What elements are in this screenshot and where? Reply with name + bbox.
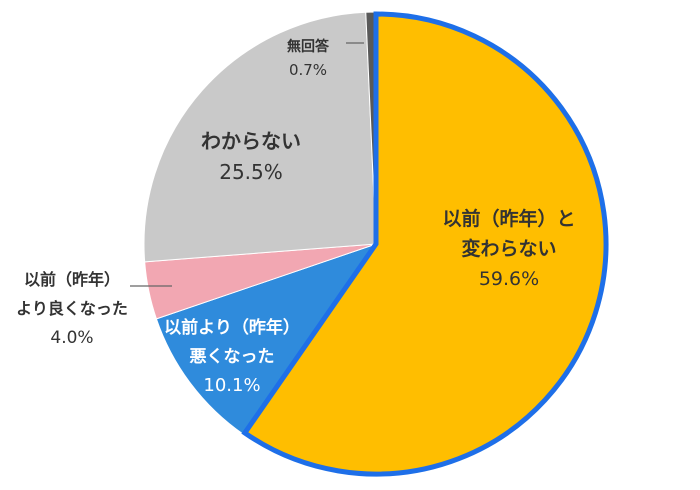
slice-value-label: 25.5% bbox=[219, 160, 283, 184]
slice-label-line: より良くなった bbox=[16, 299, 128, 318]
slice-label-line: 以前より（昨年） bbox=[164, 317, 300, 338]
slice-label-1: 以前より（昨年） 悪くなった 10.1% bbox=[164, 317, 300, 396]
slice-label-line: 変わらない bbox=[461, 237, 556, 260]
slice-label-line: 以前（昨年）と bbox=[442, 207, 575, 230]
pie-slices bbox=[143, 11, 609, 477]
slice-value-label: 4.0% bbox=[50, 328, 93, 348]
slice-label-line: 以前（昨年） bbox=[24, 270, 120, 289]
slice-label-line: 無回答 bbox=[287, 38, 330, 55]
highlight-outline bbox=[241, 11, 609, 477]
leader-lines bbox=[130, 42, 364, 287]
slice-label-3: わからない 25.5% bbox=[201, 129, 301, 184]
slice-label-line: 悪くなった bbox=[190, 347, 275, 367]
slice-label-2: 以前（昨年） より良くなった 4.0% bbox=[16, 270, 128, 348]
slice-value-label: 0.7% bbox=[289, 61, 327, 79]
slice-label-line: わからない bbox=[201, 129, 301, 153]
slice-label-4: 無回答 0.7% bbox=[287, 38, 330, 79]
pie-slice-1 bbox=[155, 243, 378, 436]
slice-value-label: 59.6% bbox=[479, 268, 539, 290]
slice-value-label: 10.1% bbox=[203, 375, 260, 396]
pie-slice-3 bbox=[143, 11, 377, 263]
